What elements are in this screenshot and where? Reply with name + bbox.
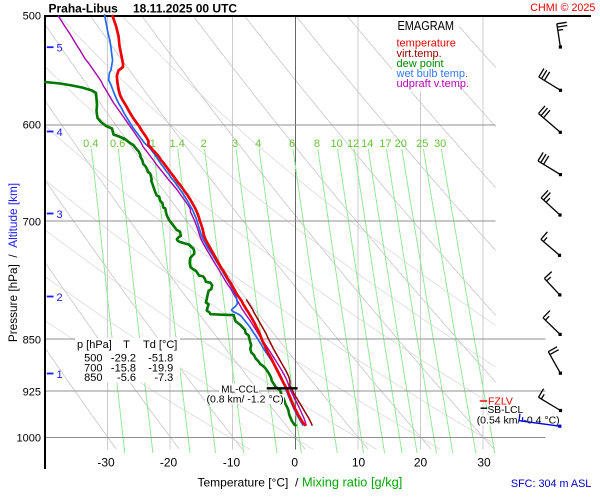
svg-text:SB-LCL: SB-LCL <box>488 405 524 416</box>
svg-text:30: 30 <box>477 456 491 470</box>
svg-text:925: 925 <box>23 386 41 398</box>
svg-text:12: 12 <box>347 138 359 150</box>
svg-text:17: 17 <box>379 138 391 150</box>
svg-text:10: 10 <box>352 456 366 470</box>
svg-text:0.4: 0.4 <box>83 138 98 150</box>
svg-text:600: 600 <box>23 120 41 132</box>
svg-text:FZLV: FZLV <box>488 395 513 407</box>
svg-text:700: 700 <box>23 217 41 229</box>
svg-text:(0.8 km/ -1.2 °C): (0.8 km/ -1.2 °C) <box>207 393 284 405</box>
svg-text:1: 1 <box>150 138 156 150</box>
svg-text:30: 30 <box>434 138 446 150</box>
svg-text:500: 500 <box>23 10 41 22</box>
svg-text:-7.3: -7.3 <box>154 372 173 384</box>
svg-text:850: 850 <box>84 372 102 384</box>
svg-text:ML-CCL: ML-CCL <box>221 384 259 395</box>
svg-text:Praha-Libus: Praha-Libus <box>49 2 119 16</box>
svg-text:SFC: 304 m ASL: SFC: 304 m ASL <box>511 478 591 490</box>
svg-text:-5.6: -5.6 <box>117 372 136 384</box>
svg-text:Pressure [hPa] / Altitude [k: Pressure [hPa] / Altitude [km] <box>6 183 20 342</box>
svg-text:-19.9: -19.9 <box>148 363 173 375</box>
svg-text:8: 8 <box>314 138 320 150</box>
svg-text:700: 700 <box>84 363 102 375</box>
svg-text:2: 2 <box>57 292 63 304</box>
svg-text:Mixing ratio [g/kg]: Mixing ratio [g/kg] <box>302 475 402 490</box>
svg-text:3: 3 <box>57 209 63 221</box>
svg-text:0: 0 <box>291 456 298 470</box>
svg-text:Temperature [°C]: Temperature [°C] <box>198 476 289 490</box>
svg-text:dew point: dew point <box>397 58 444 70</box>
svg-text:Td [°C]: Td [°C] <box>143 339 177 351</box>
svg-text:20: 20 <box>414 456 428 470</box>
svg-text:1000: 1000 <box>17 433 41 445</box>
svg-text:850: 850 <box>23 335 41 347</box>
svg-text:4: 4 <box>57 127 63 139</box>
svg-text:10: 10 <box>330 138 342 150</box>
svg-text:20: 20 <box>395 138 407 150</box>
svg-text:25: 25 <box>416 138 428 150</box>
svg-text:3: 3 <box>232 138 238 150</box>
svg-text:4: 4 <box>255 138 261 150</box>
svg-text:6: 6 <box>289 138 295 150</box>
svg-text:-51.8: -51.8 <box>148 353 173 365</box>
svg-text:EMAGRAM: EMAGRAM <box>398 18 455 33</box>
svg-text:wet bulb temp.: wet bulb temp. <box>396 68 469 80</box>
svg-text:-20: -20 <box>160 456 178 470</box>
svg-text:-29.2: -29.2 <box>111 353 136 365</box>
svg-text:-10: -10 <box>223 456 241 470</box>
svg-text:0.6: 0.6 <box>110 138 125 150</box>
svg-text:T: T <box>123 339 130 351</box>
svg-text:14: 14 <box>361 138 373 150</box>
svg-text:1: 1 <box>57 369 63 381</box>
svg-text:udpraft v.temp.: udpraft v.temp. <box>397 78 470 90</box>
svg-text:-15.8: -15.8 <box>111 363 136 375</box>
svg-text:virt.temp.: virt.temp. <box>397 48 442 60</box>
svg-text:1.4: 1.4 <box>169 138 184 150</box>
svg-text:CHMI © 2025: CHMI © 2025 <box>530 2 595 14</box>
svg-text:-30: -30 <box>97 456 115 470</box>
svg-text:temperature: temperature <box>397 38 456 50</box>
svg-text:/: / <box>295 476 299 490</box>
svg-text:2: 2 <box>201 138 207 150</box>
svg-text:500: 500 <box>84 353 102 365</box>
svg-text:p [hPa]: p [hPa] <box>77 339 112 351</box>
svg-text:18.11.2025 00 UTC: 18.11.2025 00 UTC <box>133 2 237 16</box>
svg-text:5: 5 <box>57 43 63 55</box>
